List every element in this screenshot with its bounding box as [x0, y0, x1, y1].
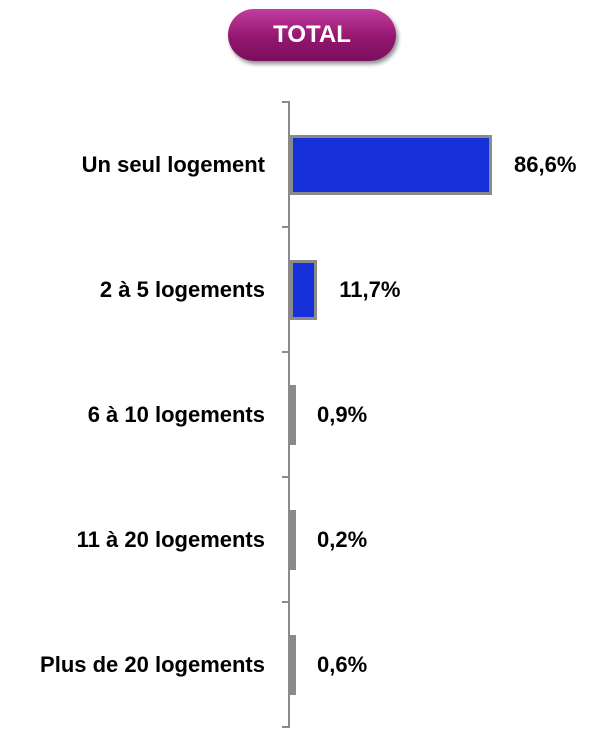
axis-tick	[282, 726, 290, 728]
bar	[290, 634, 296, 695]
axis-tick	[282, 101, 290, 103]
axis-tick	[282, 226, 290, 228]
axis-tick	[282, 601, 290, 603]
bar	[290, 509, 296, 570]
chart-title: TOTAL	[228, 9, 396, 61]
axis-tick	[282, 476, 290, 478]
category-label: 11 à 20 logements	[76, 526, 265, 552]
category-label: 6 à 10 logements	[87, 401, 265, 427]
category-label: 2 à 5 logements	[99, 276, 265, 302]
category-label: Un seul logement	[81, 151, 265, 177]
bar	[290, 134, 492, 195]
value-label: 0,9%	[317, 401, 368, 427]
bar	[290, 384, 296, 445]
axis-line	[288, 102, 290, 727]
value-label: 11,7%	[339, 276, 401, 302]
value-label: 86,6%	[514, 151, 577, 177]
category-label: Plus de 20 logements	[40, 651, 265, 677]
bar	[290, 259, 318, 320]
value-label: 0,2%	[317, 526, 368, 552]
axis-tick	[282, 351, 290, 353]
value-label: 0,6%	[317, 651, 368, 677]
